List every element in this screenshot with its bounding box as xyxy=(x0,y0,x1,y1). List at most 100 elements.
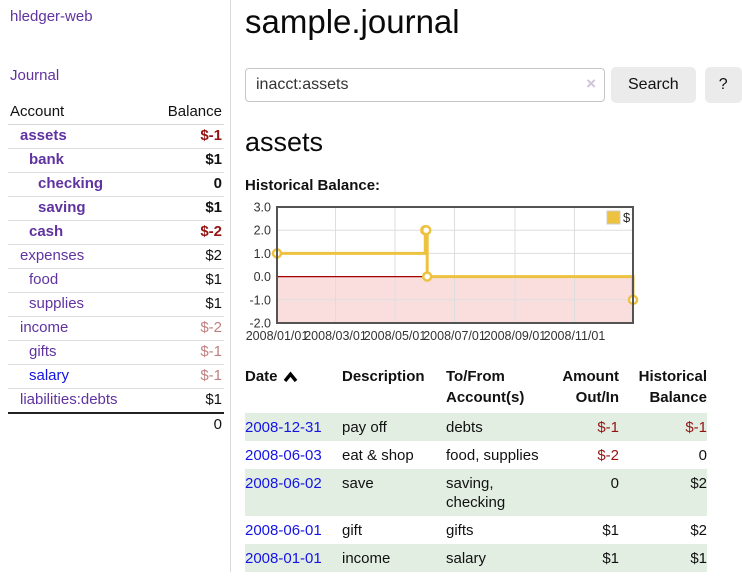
account-link[interactable]: income xyxy=(20,319,69,336)
account-link[interactable]: assets xyxy=(20,127,67,144)
account-link[interactable]: saving xyxy=(38,199,86,216)
transaction-row: 2008-01-01 income salary $1 $1 xyxy=(245,544,707,572)
account-cell: cash xyxy=(8,220,150,245)
transaction-balance: $-1 xyxy=(685,419,707,436)
transaction-accounts: salary xyxy=(446,550,487,567)
account-cell: expenses xyxy=(8,244,150,269)
accounts-total-value: 0 xyxy=(149,412,224,437)
account-cell: liabilities:debts xyxy=(8,388,150,413)
account-link[interactable]: supplies xyxy=(29,295,85,312)
register-header-date[interactable]: Date xyxy=(245,366,342,413)
account-cell: saving xyxy=(8,196,150,221)
main-content: sample.journal × Search ? assets Histori… xyxy=(231,0,742,572)
register-header-to/from-account(s): To/From Account(s) xyxy=(446,368,525,406)
account-row: salary $-1 xyxy=(8,364,224,389)
transaction-date-cell: 2008-06-01 xyxy=(245,516,342,544)
account-link[interactable]: bank xyxy=(29,151,65,168)
chart-label: Historical Balance: xyxy=(245,177,381,194)
account-link[interactable]: salary xyxy=(29,367,70,384)
transaction-amount: $1 xyxy=(602,550,619,567)
account-balance: $1 xyxy=(149,268,224,293)
y-tick-label: 0.0 xyxy=(254,270,271,284)
account-cell: bank xyxy=(8,148,150,173)
y-tick-label: -2.0 xyxy=(249,317,271,331)
x-tick-label: 2008/03/01 xyxy=(304,329,367,343)
transaction-amount: $1 xyxy=(602,522,619,539)
x-tick-label: 2008/01/01 xyxy=(246,329,309,343)
account-link[interactable]: cash xyxy=(29,223,64,240)
account-row: liabilities:debts $1 xyxy=(8,388,224,413)
clear-search-icon[interactable]: × xyxy=(586,74,596,93)
search-input-wrap: × xyxy=(245,68,605,102)
account-link[interactable]: food xyxy=(29,271,59,288)
x-tick-label: 2008/05/01 xyxy=(364,329,427,343)
transaction-date-link[interactable]: 2008-01-01 xyxy=(245,550,322,567)
transaction-accounts: gifts xyxy=(446,522,474,539)
transaction-date-link[interactable]: 2008-12-31 xyxy=(245,419,322,436)
transaction-balance: $2 xyxy=(690,475,707,492)
account-balance: 0 xyxy=(149,172,224,197)
accounts-table: Account Balance assets $-1 bank $1 checking 0… xyxy=(8,100,224,437)
transaction-balance: $2 xyxy=(690,522,707,539)
help-button[interactable]: ? xyxy=(704,67,742,103)
legend-label: $ xyxy=(623,210,631,225)
account-link[interactable]: checking xyxy=(38,175,104,192)
search-input[interactable] xyxy=(245,68,605,102)
account-title: assets xyxy=(245,127,324,157)
account-link[interactable]: expenses xyxy=(20,247,85,264)
transaction-amount: $-2 xyxy=(597,447,619,464)
transaction-balance: $1 xyxy=(690,550,707,567)
x-tick-label: 2008/07/01 xyxy=(423,329,486,343)
transaction-description: save xyxy=(342,475,374,492)
transaction-amount: $-1 xyxy=(597,419,619,436)
transaction-date-cell: 2008-01-01 xyxy=(245,544,342,572)
account-row: food $1 xyxy=(8,268,224,293)
account-balance: $-1 xyxy=(149,364,224,389)
account-balance: $1 xyxy=(149,148,224,173)
transaction-description: gift xyxy=(342,522,363,539)
accounts-header-balance: Balance xyxy=(149,100,224,125)
transaction-date-link[interactable]: 2008-06-01 xyxy=(245,522,322,539)
account-row: saving $1 xyxy=(8,196,224,221)
account-link[interactable]: gifts xyxy=(29,343,57,360)
register-table: Date Description To/From Account(s) Amount … xyxy=(245,366,707,572)
register-header-amount-out/in: Amount Out/In xyxy=(562,368,619,406)
sidebar-item-journal[interactable]: Journal xyxy=(10,67,60,84)
transaction-description: pay off xyxy=(342,419,387,436)
transaction-accounts: saving, checking xyxy=(446,475,506,511)
account-link[interactable]: liabilities:debts xyxy=(20,391,118,408)
transaction-row: 2008-06-02 save saving, checking 0 $2 xyxy=(245,469,707,516)
y-tick-label: -1.0 xyxy=(249,293,271,307)
accounts-header-row: Account Balance xyxy=(8,100,224,125)
account-balance: $-2 xyxy=(149,220,224,245)
account-balance: $-2 xyxy=(149,316,224,341)
account-cell: supplies xyxy=(8,292,150,317)
brand-link[interactable]: hledger-web xyxy=(10,8,93,25)
x-tick-label: 2008/09/01 xyxy=(484,329,547,343)
account-balance: $1 xyxy=(149,196,224,221)
account-row: assets $-1 xyxy=(8,125,224,149)
transaction-balance: 0 xyxy=(698,447,707,464)
search-button[interactable]: Search xyxy=(611,67,696,103)
register-header-row: Date Description To/From Account(s) Amount … xyxy=(245,366,707,413)
accounts-header-account: Account xyxy=(8,100,150,125)
transaction-date-cell: 2008-12-31 xyxy=(245,413,342,441)
account-balance: $2 xyxy=(149,244,224,269)
account-row: bank $1 xyxy=(8,148,224,173)
transaction-row: 2008-06-03 eat & shop food, supplies $-2 0 xyxy=(245,441,707,469)
y-tick-label: 1.0 xyxy=(254,247,271,261)
transaction-date-link[interactable]: 2008-06-03 xyxy=(245,447,322,464)
account-cell: income xyxy=(8,316,150,341)
account-cell: food xyxy=(8,268,150,293)
transaction-row: 2008-12-31 pay off debts $-1 $-1 xyxy=(245,413,707,441)
transaction-date-link[interactable]: 2008-06-02 xyxy=(245,475,322,492)
page-title: sample.journal xyxy=(245,3,460,40)
transaction-description: income xyxy=(342,550,391,567)
sort-caret-up-icon xyxy=(283,371,297,383)
account-cell: assets xyxy=(8,125,150,149)
y-tick-label: 3.0 xyxy=(254,202,271,215)
account-row: gifts $-1 xyxy=(8,340,224,365)
data-point-marker xyxy=(421,271,433,282)
transaction-date-cell: 2008-06-02 xyxy=(245,469,342,516)
